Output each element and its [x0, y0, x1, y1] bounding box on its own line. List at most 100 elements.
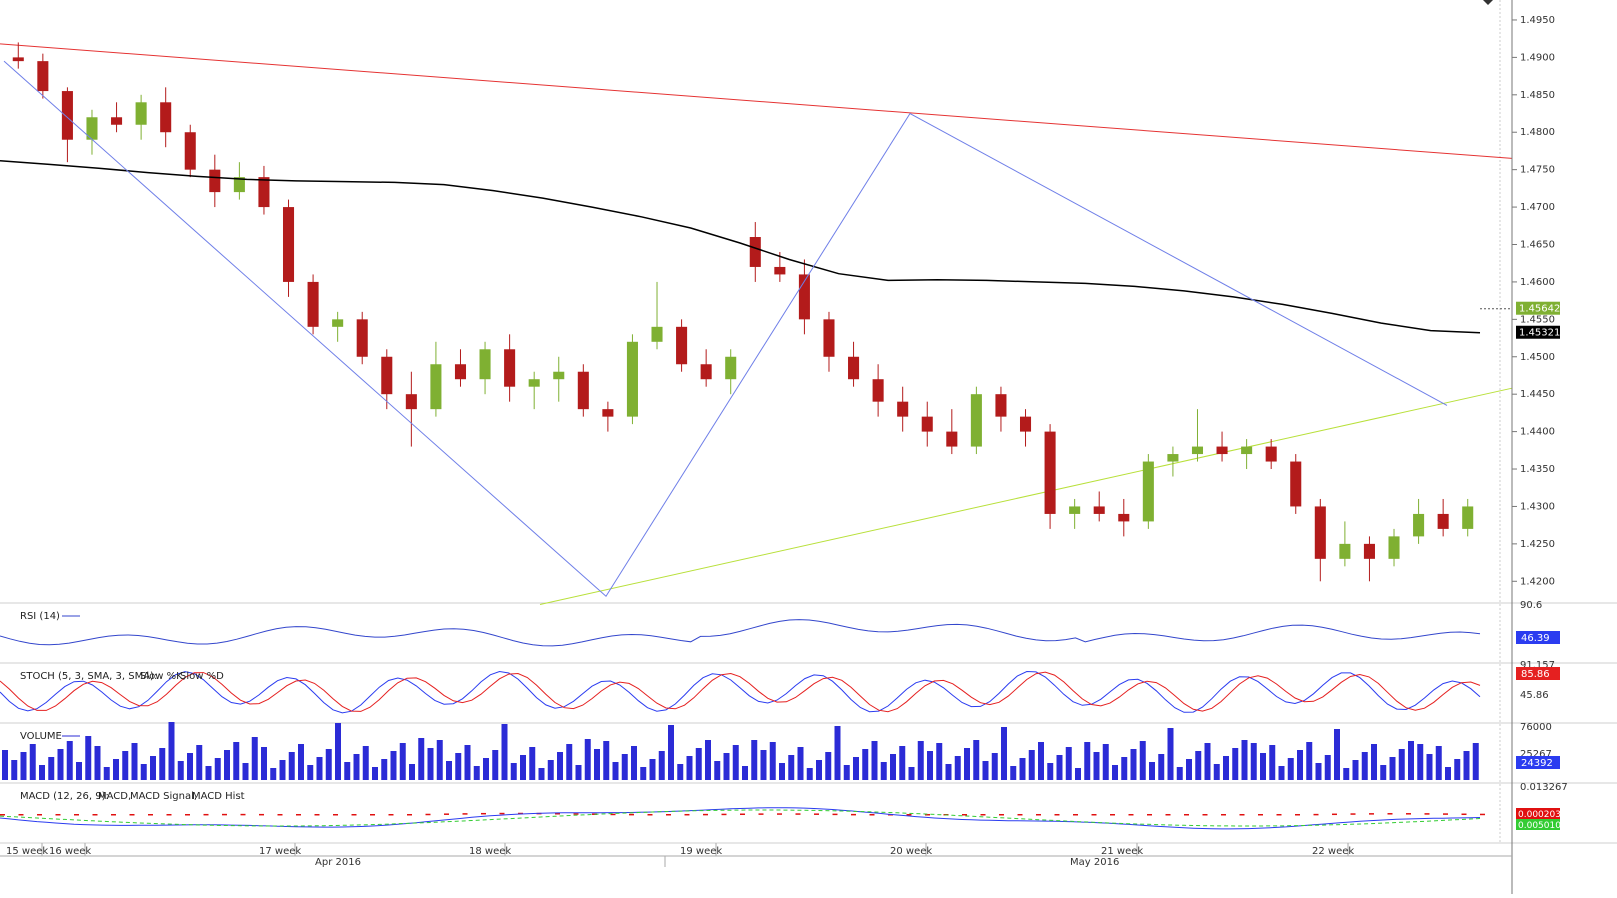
volume-bar [344, 762, 351, 780]
candle-body [1093, 506, 1105, 514]
volume-bar [547, 760, 554, 780]
candle-body [700, 364, 712, 380]
volume-bar [1065, 747, 1072, 780]
candle-body [1314, 506, 1326, 559]
volume-bar [214, 758, 221, 780]
macd-hist-bar [1147, 814, 1152, 816]
volume-bar [529, 747, 536, 780]
price-tick-label: 1.4300 [1520, 501, 1555, 512]
volume-bar [399, 743, 406, 780]
price-tick-label: 1.4550 [1520, 314, 1555, 325]
price-tick-label: 1.4500 [1520, 352, 1555, 363]
volume-bar [66, 741, 73, 780]
macd-signal-line [0, 809, 1481, 827]
macd-hist-bar [721, 813, 727, 816]
volume-bar [1389, 757, 1396, 780]
macd-hist-bar [0, 814, 5, 816]
volume-bar [797, 747, 804, 780]
candle-body [1339, 543, 1351, 559]
volume-bar [1149, 762, 1155, 780]
stoch-label: STOCH (5, 3, SMA, 3, SMA): [20, 671, 157, 682]
volume-bar [1417, 744, 1424, 780]
macd-hist-bar [906, 814, 912, 816]
moving-average-line [0, 159, 1481, 334]
volume-bar [85, 736, 92, 780]
macd-hist-bar [666, 814, 671, 816]
macd-value-bottom: 0.0050103 [1518, 821, 1567, 831]
volume-bar [1186, 759, 1192, 780]
macd-hist-bar [1110, 814, 1115, 816]
volume-bar [1269, 745, 1276, 780]
macd-hist-bar [684, 813, 690, 816]
macd-hist-bar [1295, 814, 1300, 816]
macd-hist-bar [55, 814, 61, 816]
volume-bar [224, 750, 230, 780]
macd-hist-bar [240, 813, 246, 816]
volume-bar [705, 740, 711, 780]
macd-hist-bar [370, 814, 375, 816]
macd-hist-bar [647, 813, 653, 816]
macd-hist-bar [703, 813, 708, 816]
volume-bar [779, 763, 785, 780]
volume-bar [464, 745, 471, 780]
candle-body [1388, 536, 1400, 559]
candle-body [405, 394, 417, 410]
price-tick-label: 1.4450 [1520, 389, 1555, 400]
macd-hist-bar [1036, 814, 1041, 816]
volume-bar [2, 750, 8, 780]
macd-hist-bar [758, 813, 764, 815]
volume-bar [205, 766, 212, 780]
volume-bar [1176, 767, 1183, 780]
price-tick-label: 1.4950 [1520, 15, 1555, 26]
volume-bar [1028, 750, 1035, 780]
price-tick-label: 1.4600 [1520, 277, 1555, 288]
rsi-value-tag [1516, 631, 1560, 644]
volume-bar [261, 747, 267, 780]
macd-hist-bar [407, 814, 412, 816]
price-tick-label: 1.4250 [1520, 539, 1555, 550]
candle-body [184, 132, 196, 170]
candle-body [626, 341, 638, 417]
volume-bar [1195, 751, 1202, 780]
volume-bar [11, 760, 18, 780]
candle-body [356, 319, 368, 357]
volume-bar [964, 748, 970, 780]
macd-hist-bar [1387, 813, 1393, 815]
volume-bar [695, 748, 702, 780]
volume-bar [1121, 757, 1128, 780]
volume-bar [168, 722, 175, 780]
volume-bar [917, 741, 924, 780]
macd-hist-bar [18, 814, 24, 816]
volume-bar [1380, 765, 1387, 780]
candle-body [430, 364, 442, 410]
volume-bar [1278, 766, 1285, 780]
support-trendline [539, 387, 1513, 605]
candle-body [332, 319, 344, 327]
macd-hist-bar [573, 813, 579, 815]
macd-hist-bar [1239, 814, 1245, 816]
current-price-value: 1.45642 [1519, 304, 1560, 315]
volume-bar [594, 749, 600, 780]
volume-bar [1056, 755, 1063, 780]
macd-hist-bar [425, 813, 431, 816]
candle-body [946, 431, 958, 447]
volume-bar [242, 763, 249, 780]
volume-bar [982, 761, 989, 780]
macd-hist-bar [111, 814, 116, 816]
volume-bar [1454, 759, 1461, 780]
candle-body [676, 326, 688, 365]
candle-body [602, 409, 614, 417]
volume-bar [1250, 743, 1257, 780]
scroll-arrow-icon [1483, 0, 1493, 5]
volume-bar [94, 746, 101, 780]
candle-body [61, 91, 73, 140]
volume-value-tag [1516, 756, 1560, 769]
volume-bar [455, 753, 462, 780]
macd-hist-bar [203, 813, 209, 816]
candle-body [1437, 513, 1449, 529]
week-label: 16 week [49, 846, 91, 857]
stoch-tick-top: 91.157 [1520, 660, 1555, 671]
price-tick-label: 1.4800 [1520, 127, 1555, 138]
macd-hist-bar [74, 814, 79, 816]
